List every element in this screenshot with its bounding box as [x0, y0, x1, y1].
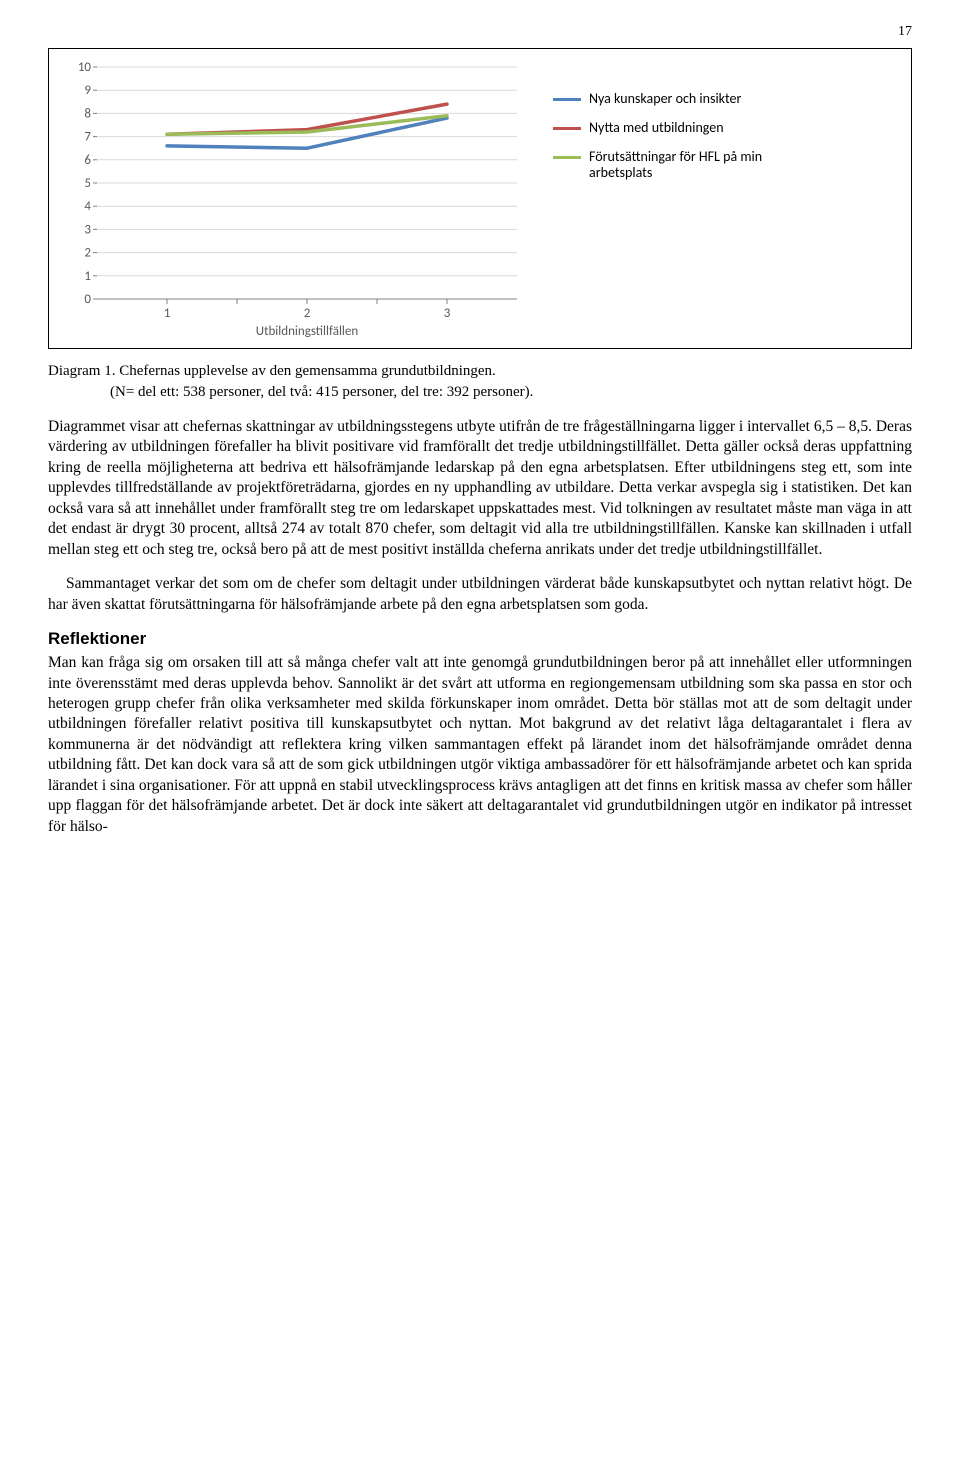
paragraph-1: Diagrammet visar att chefernas skattning… — [48, 417, 912, 560]
svg-text:5: 5 — [84, 176, 91, 191]
legend-item: Nya kunskaper och insikter — [553, 91, 789, 108]
legend-swatch — [553, 98, 581, 101]
line-chart-svg: 0 1 2 3 4 5 6 7 8 9 10 1 2 3 Utbildningstillfällen — [61, 61, 541, 339]
legend-item: Förutsättningar för HFL på min arbetspla… — [553, 149, 789, 183]
svg-text:4: 4 — [84, 199, 91, 214]
svg-text:8: 8 — [84, 106, 91, 121]
svg-text:3: 3 — [84, 222, 91, 237]
chart-legend: Nya kunskaper och insikter Nytta med utbi… — [553, 91, 789, 194]
chart-container: 0 1 2 3 4 5 6 7 8 9 10 1 2 3 Utbildningstillfällen Nya… — [48, 48, 912, 349]
svg-text:2: 2 — [304, 306, 311, 321]
legend-item: Nytta med utbildningen — [553, 120, 789, 137]
paragraph-3: Man kan fråga sig om orsaken till att så… — [48, 653, 912, 837]
legend-swatch — [553, 127, 581, 130]
page-number: 17 — [48, 24, 912, 40]
svg-text:1: 1 — [164, 306, 171, 321]
chart-plot: 0 1 2 3 4 5 6 7 8 9 10 1 2 3 Utbildningstillfällen — [61, 61, 541, 344]
figure-caption: Diagram 1. Chefernas upplevelse av den g… — [48, 363, 912, 380]
svg-text:1: 1 — [84, 269, 91, 284]
svg-text:2: 2 — [84, 246, 91, 261]
svg-text:Utbildningstillfällen: Utbildningstillfällen — [256, 324, 359, 339]
legend-label: Förutsättningar för HFL på min arbetspla… — [589, 149, 789, 183]
svg-text:3: 3 — [444, 306, 451, 321]
legend-label: Nya kunskaper och insikter — [589, 91, 741, 108]
paragraph-2: Sammantaget verkar det som om de chefer … — [48, 574, 912, 615]
figure-caption-sub: (N= del ett: 538 personer, del två: 415 … — [110, 384, 912, 401]
svg-text:6: 6 — [84, 153, 91, 168]
svg-text:0: 0 — [84, 292, 91, 307]
legend-swatch — [553, 156, 581, 159]
svg-text:7: 7 — [84, 130, 91, 145]
svg-text:10: 10 — [78, 61, 92, 75]
svg-text:9: 9 — [84, 83, 91, 98]
legend-label: Nytta med utbildningen — [589, 120, 724, 137]
section-heading-reflektioner: Reflektioner — [48, 629, 912, 649]
